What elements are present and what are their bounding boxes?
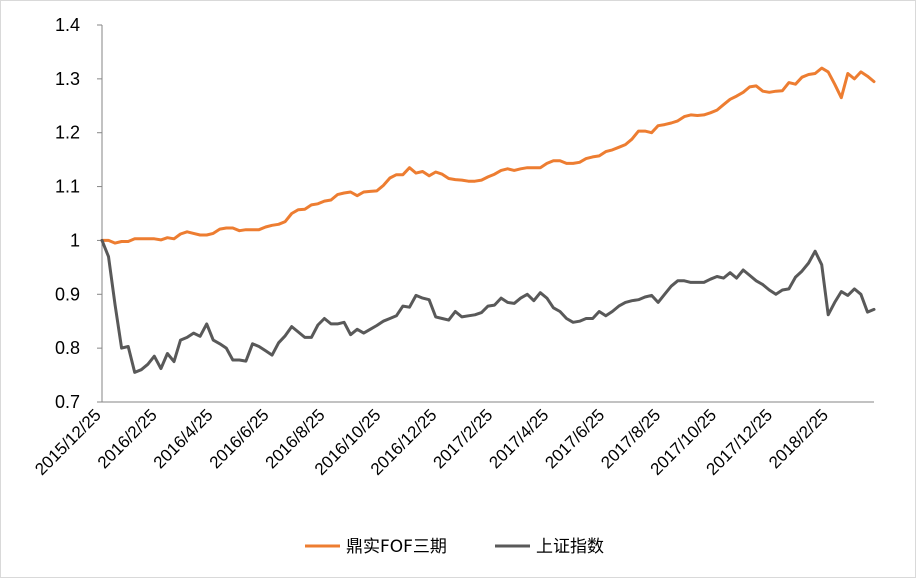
y-tick-label: 1.3 — [55, 69, 80, 89]
x-tick-label: 2018/2/25 — [765, 405, 832, 472]
y-tick-label: 0.7 — [55, 392, 80, 412]
y-tick-label: 1.4 — [55, 15, 80, 35]
y-tick-label: 1.2 — [55, 123, 80, 143]
y-axis-ticks: 0.7 0.8 0.9 1 1.1 1.2 1.3 1.4 — [55, 15, 102, 412]
x-tick-label: 2016/2/25 — [94, 405, 161, 472]
y-tick-label: 0.9 — [55, 284, 80, 304]
x-tick-label: 2016/6/25 — [206, 405, 273, 472]
y-tick-label: 1.1 — [55, 177, 80, 197]
series-line-1 — [100, 66, 876, 245]
x-tick-label: 2015/12/25 — [31, 405, 105, 479]
x-tick-label: 2016/4/25 — [150, 405, 217, 472]
legend-item-series-2: 上证指数 — [495, 537, 604, 557]
y-tick-label: 0.8 — [55, 338, 80, 358]
y-tick-label: 1 — [70, 230, 80, 250]
series-lines — [100, 66, 876, 374]
legend-label-series-2: 上证指数 — [536, 537, 604, 557]
x-tick-label: 2017/4/25 — [485, 405, 552, 472]
chart-axes — [101, 25, 874, 403]
legend: 鼎实FOF三期 上证指数 — [305, 537, 604, 557]
x-tick-label: 2017/2/25 — [430, 405, 497, 472]
legend-item-series-1: 鼎实FOF三期 — [305, 537, 447, 557]
legend-label-series-1: 鼎实FOF三期 — [346, 537, 447, 557]
series-line-2 — [100, 238, 876, 374]
x-tick-label: 2017/6/25 — [541, 405, 608, 472]
